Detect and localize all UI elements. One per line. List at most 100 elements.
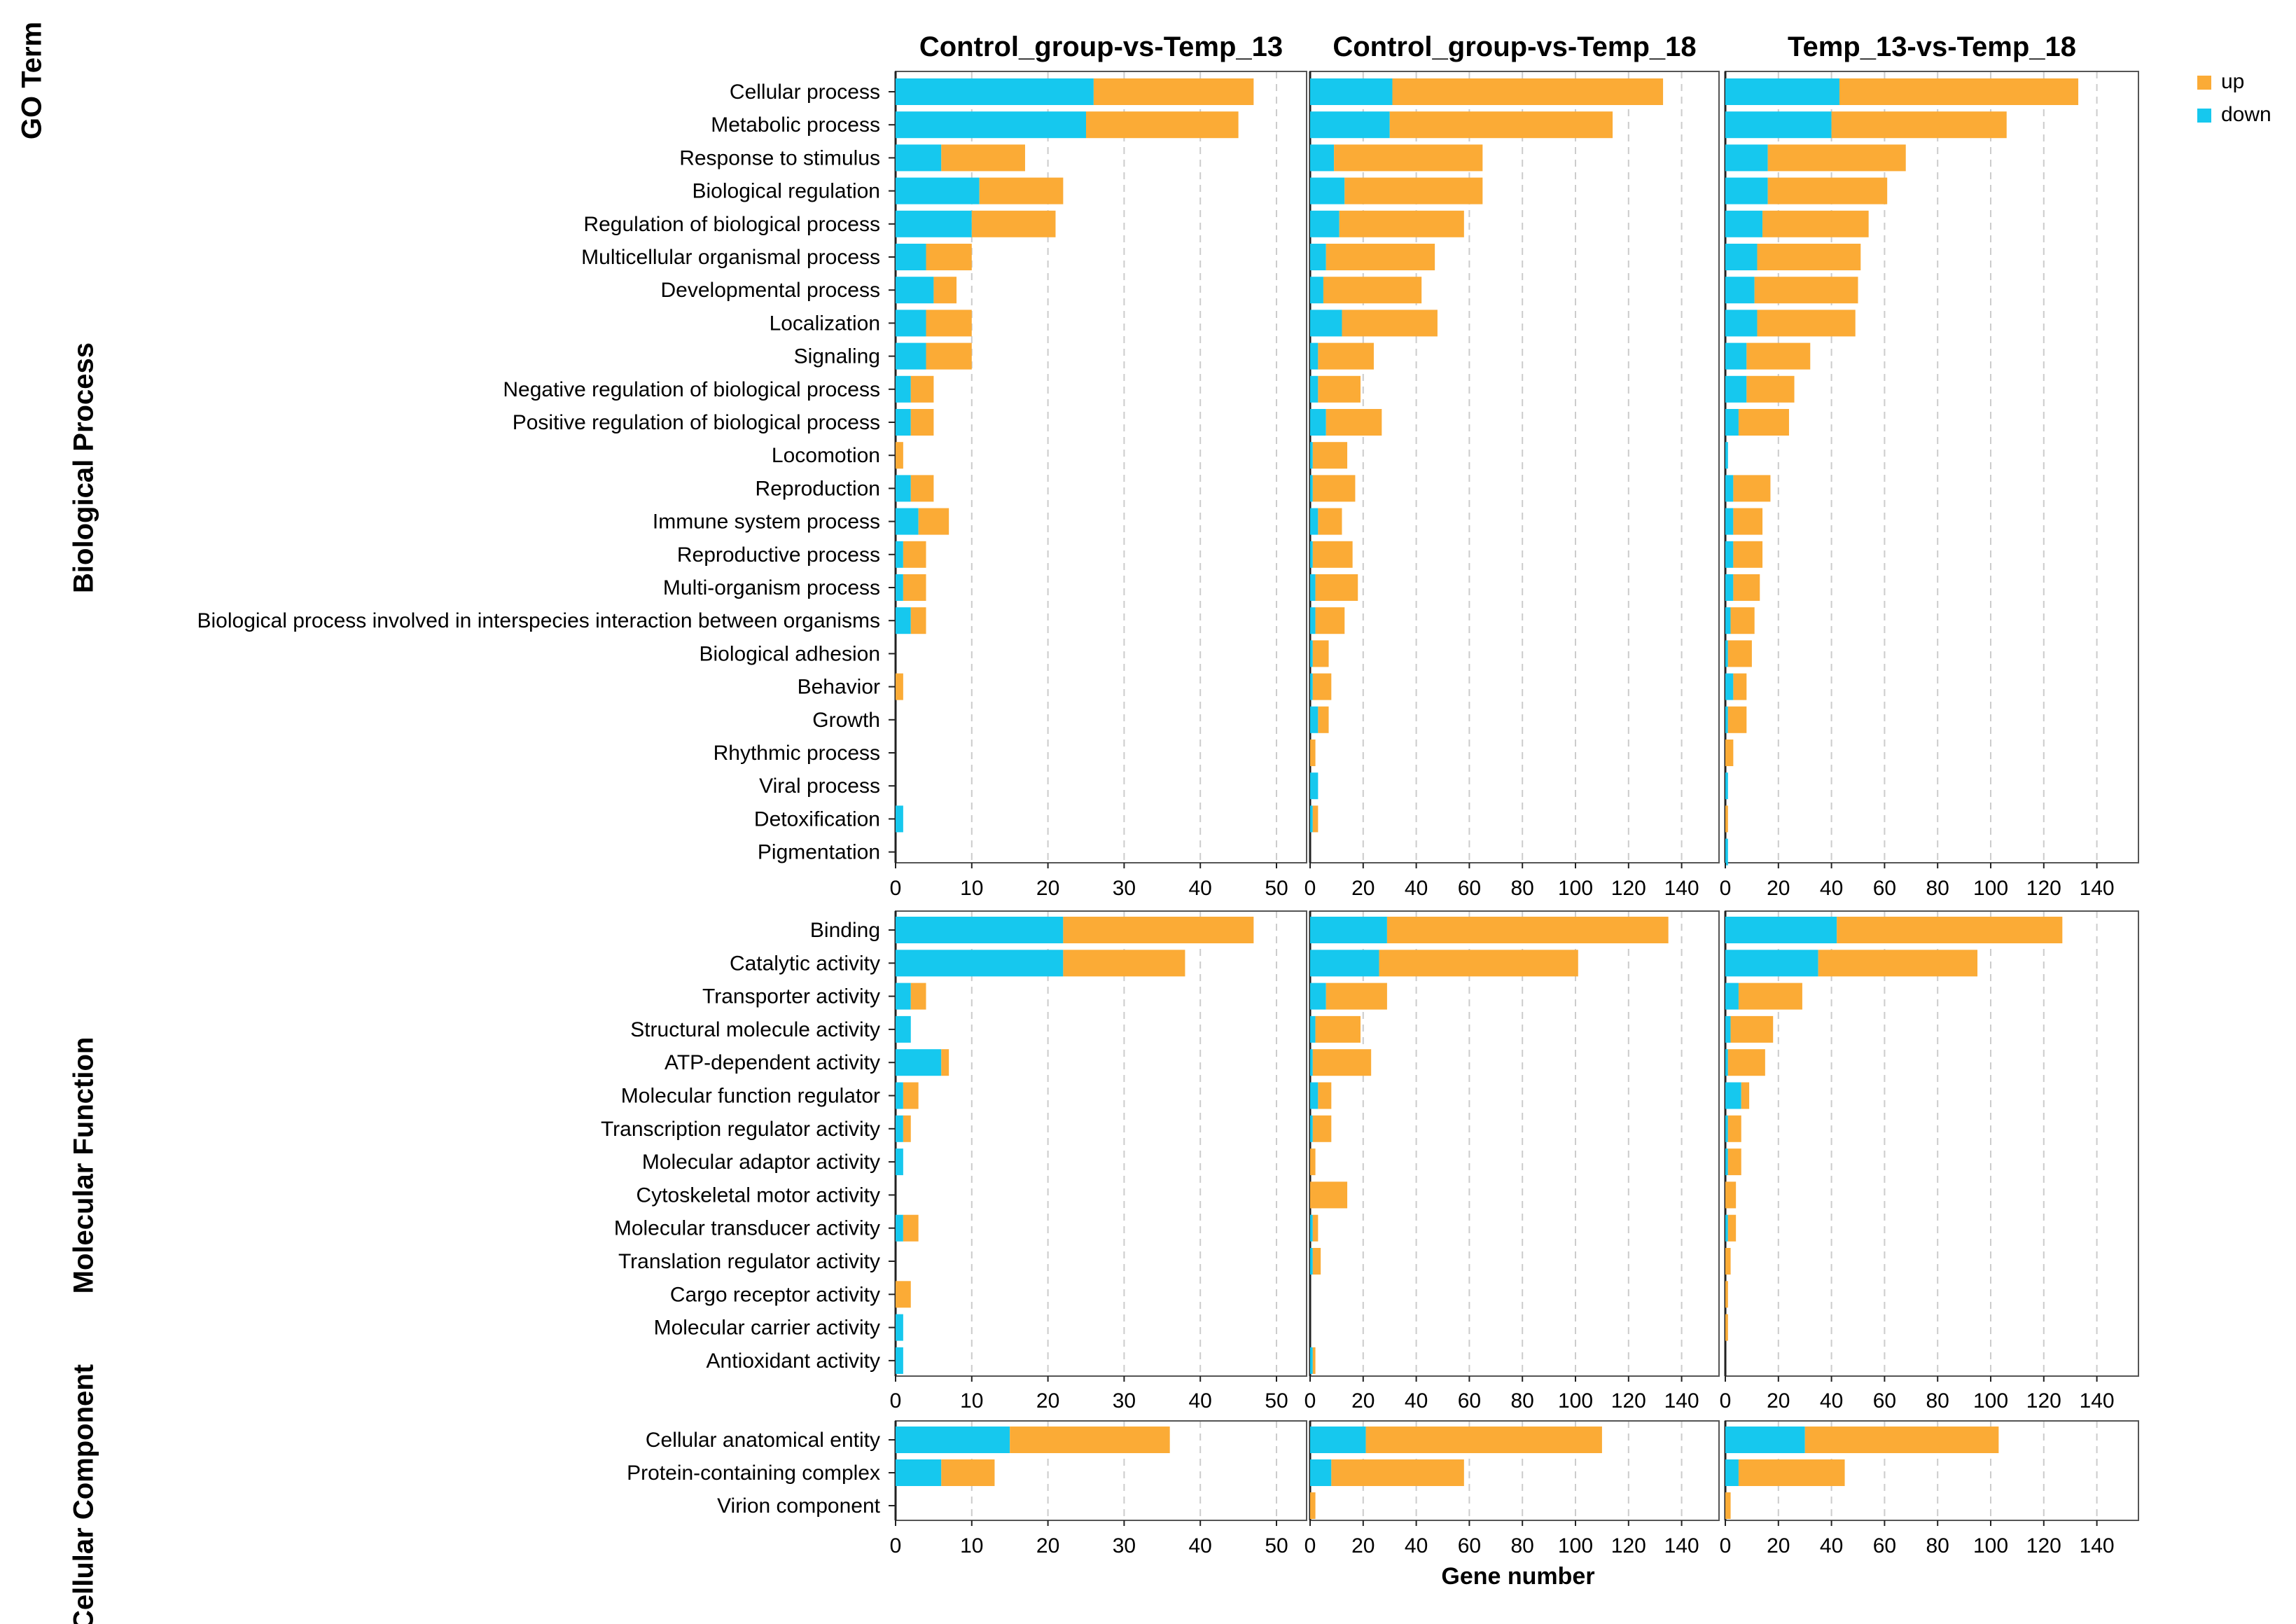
bar-up [1727,1115,1741,1142]
category-label: Protein-containing complex [627,1462,880,1485]
bar-down [1310,375,1319,403]
legend-swatch-up [2197,76,2211,90]
category-label: Response to stimulus [679,146,880,169]
bar-up [1738,983,1802,1010]
category-label: Detoxification [754,807,880,831]
bar-up [1331,1459,1464,1486]
bar-down [1725,838,1728,866]
x-tick-label: 10 [960,1389,983,1413]
category-label: Metabolic process [711,113,880,137]
bar-down [1310,805,1313,833]
x-tick-label: 10 [960,877,983,900]
bar-up [1733,508,1763,535]
bar-up [903,574,926,601]
bar-down [896,607,911,634]
x-tick-label: 100 [1558,1534,1593,1557]
bar-down [896,177,980,204]
bar-up [941,1459,995,1486]
bar-up [1738,1459,1845,1486]
bar-down [896,1314,903,1341]
bar-down [1310,442,1313,469]
x-tick-label: 100 [1973,1389,2008,1413]
x-tick-label: 80 [1926,877,1949,900]
bar-up [1318,375,1361,403]
bar-up [910,375,934,403]
category-label: Locomotion [772,444,880,467]
bar-down [1310,607,1316,634]
bar-up [1312,1214,1319,1242]
bar-up [1312,1115,1332,1142]
bar-up [1315,1015,1361,1043]
bar-up [1312,805,1319,833]
bar-up [1318,706,1329,733]
category-label: Virion component [717,1494,881,1518]
bar-up [1389,111,1613,139]
x-tick-label: 0 [1304,1534,1316,1557]
bar-up [1312,442,1348,469]
category-label: Regulation of biological process [583,213,880,236]
bar-up [1725,1248,1731,1275]
bar-up [1386,917,1669,943]
bar-up [1312,1248,1321,1275]
bar-up [903,1214,919,1242]
x-tick-label: 20 [1767,877,1790,900]
x-tick-label: 20 [1036,1534,1059,1557]
category-label: Structural molecule activity [630,1018,880,1041]
bar-down [1310,983,1326,1010]
bar-up [1727,1148,1741,1176]
x-tick-label: 40 [1405,877,1428,900]
bar-up [979,177,1064,204]
bar-up [1839,78,2079,105]
bar-up [1312,640,1329,667]
x-tick-label: 40 [1189,1534,1212,1557]
bar-up [910,607,926,634]
bar-down [1310,1082,1319,1109]
bar-up [1392,78,1664,105]
bar-down [1310,640,1313,667]
bar-up [1725,740,1734,766]
bar-down [1725,950,1818,977]
legend-label-up: up [2221,70,2244,93]
bar-up [1725,1314,1728,1341]
y-axis-title: GO Term [17,22,48,139]
bar-down [896,1347,903,1374]
x-tick-label: 40 [1405,1389,1428,1413]
bar-down [896,508,919,535]
bar-up [1312,475,1356,502]
bar-down [1725,917,1837,943]
bar-up [1767,144,1906,172]
bar-up [1318,1082,1332,1109]
bar-down [1725,78,1839,105]
bar-down [1310,177,1345,204]
bar-down [1310,541,1313,568]
x-tick-label: 120 [1611,877,1646,900]
x-tick-label: 0 [1304,1389,1316,1413]
bar-down [1725,607,1731,634]
x-tick-label: 0 [1304,877,1316,900]
bar-down [1725,706,1728,733]
x-tick-label: 140 [1664,1389,1699,1413]
bar-up [1733,541,1763,568]
x-tick-label: 40 [1820,1534,1843,1557]
bar-up [903,1115,911,1142]
bar-up [1093,78,1254,105]
x-tick-label: 40 [1405,1534,1428,1557]
bar-up [1746,375,1795,403]
panel-title-3: Temp_13-vs-Temp_18 [1788,32,2076,62]
x-tick-label: 120 [2026,1534,2061,1557]
bar-up [1315,607,1345,634]
bar-down [1725,1049,1728,1076]
bar-down [1310,1049,1313,1076]
x-tick-label: 20 [1351,1534,1375,1557]
bar-down [1310,475,1313,502]
category-label: Molecular function regulator [621,1085,880,1108]
bar-down [1310,244,1326,270]
bar-down [896,805,903,833]
bar-up [933,277,957,304]
x-tick-label: 20 [1351,877,1375,900]
bar-down [896,409,911,436]
bar-down [896,342,926,370]
bar-down [1725,574,1734,601]
bar-up [1725,1492,1731,1519]
